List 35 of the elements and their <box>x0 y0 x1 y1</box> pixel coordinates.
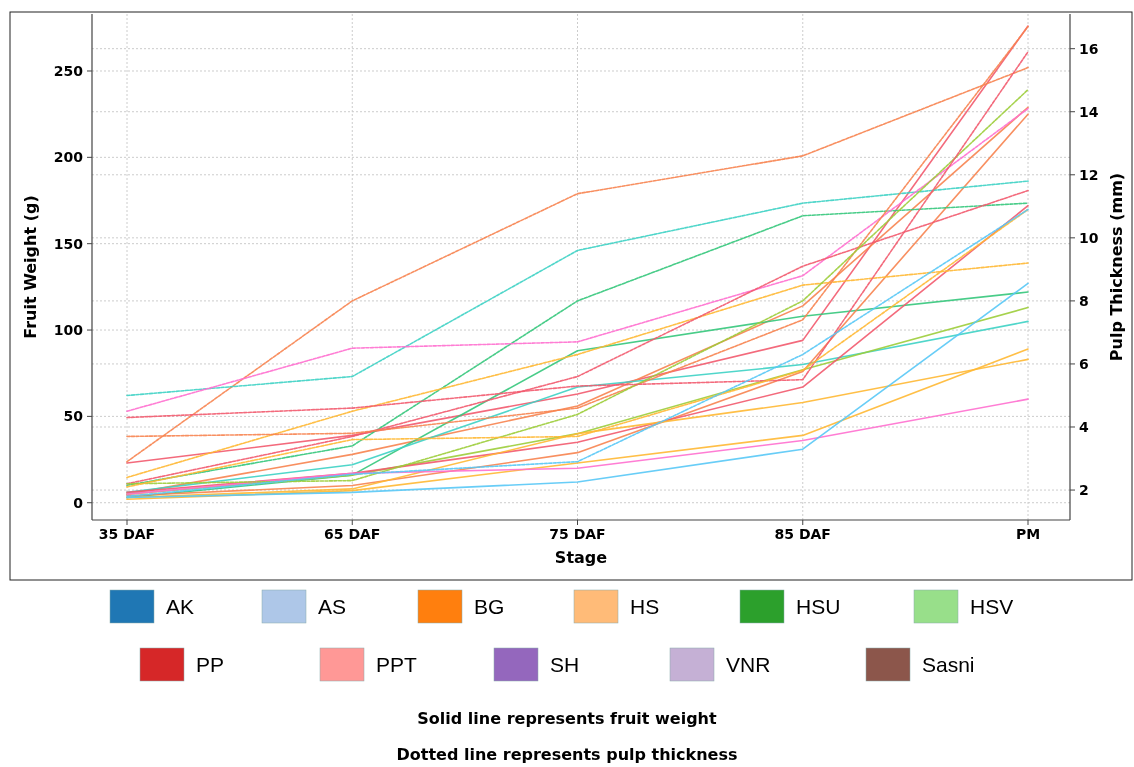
y2-tick-label: 8 <box>1079 292 1089 309</box>
y-tick-label: 150 <box>53 235 84 252</box>
x-tick-label: PM <box>1015 526 1041 542</box>
category-label: Sasni <box>922 653 975 676</box>
category-label: BG <box>474 595 505 618</box>
y-tick-label: 0 <box>73 494 84 511</box>
y-tick-label: 100 <box>53 321 84 338</box>
x-axis-title: Stage <box>554 548 608 567</box>
y2-tick-label: 14 <box>1079 103 1099 120</box>
y-axis-title: Fruit Weight (g) <box>21 195 40 339</box>
y2-tick-label: 6 <box>1079 355 1089 372</box>
category-label: AS <box>318 595 347 618</box>
category-label: AK <box>166 595 195 618</box>
x-tick-label: 75 DAF <box>549 526 606 542</box>
y2-tick-label: 16 <box>1079 40 1099 57</box>
y2-tick-label: 12 <box>1079 166 1099 183</box>
category-label: SH <box>550 653 580 676</box>
x-tick-label: 65 DAF <box>324 526 381 542</box>
category-label: HS <box>630 595 660 618</box>
category-label: HSV <box>970 595 1014 618</box>
y-tick-label: 250 <box>53 62 84 79</box>
category-label: PPT <box>376 653 418 676</box>
text: Solid line represents fruit weight <box>417 709 717 728</box>
category-label: PP <box>196 653 225 676</box>
y-tick-label: 50 <box>63 408 84 425</box>
category-label: HSU <box>796 595 841 618</box>
text: Dotted line represents pulp thickness <box>396 745 738 764</box>
y2-tick-label: 10 <box>1079 229 1099 246</box>
y-tick-label: 200 <box>53 149 84 166</box>
category-label: VNR <box>726 653 771 676</box>
y2-tick-label: 2 <box>1079 481 1089 498</box>
x-tick-label: 85 DAF <box>774 526 831 542</box>
x-tick-label: 35 DAF <box>98 526 156 542</box>
y2-axis-title: Pulp Thickness (mm) <box>1107 172 1126 362</box>
y2-tick-label: 4 <box>1079 418 1089 435</box>
